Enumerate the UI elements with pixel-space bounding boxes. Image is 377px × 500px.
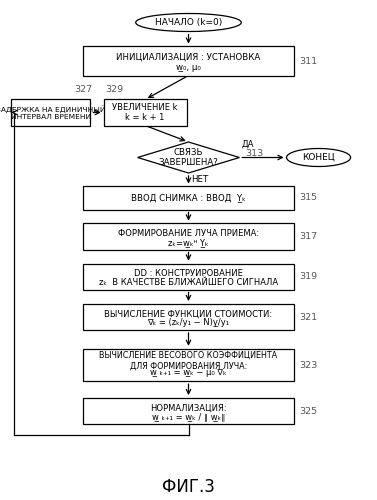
Text: ФИГ.3: ФИГ.3 (162, 478, 215, 496)
Text: ИНИЦИАЛИЗАЦИЯ : УСТАНОВКА: ИНИЦИАЛИЗАЦИЯ : УСТАНОВКА (116, 52, 261, 62)
Text: zₖ=w̲ₖᴴ Y̲ₖ: zₖ=w̲ₖᴴ Y̲ₖ (168, 238, 209, 246)
Text: w̲₀, μ₀: w̲₀, μ₀ (176, 63, 201, 72)
Polygon shape (138, 142, 239, 173)
Text: НОРМАЛИЗАЦИЯ:: НОРМАЛИЗАЦИЯ: (150, 403, 227, 412)
Text: ВЫЧИСЛЕНИЕ ВЕСОВОГО КОЭФФИЦИЕНТА
ДЛЯ ФОРМИРОВАНИЯ ЛУЧА:: ВЫЧИСЛЕНИЕ ВЕСОВОГО КОЭФФИЦИЕНТА ДЛЯ ФОР… (100, 351, 277, 370)
Text: zₖ  В КАЧЕСТВЕ БЛИЖАЙШЕГО СИГНАЛА: zₖ В КАЧЕСТВЕ БЛИЖАЙШЕГО СИГНАЛА (99, 278, 278, 286)
Text: 323: 323 (300, 360, 318, 370)
Text: 325: 325 (300, 406, 318, 416)
Text: w̲ ₖ₊₁ = w̲ₖ / ∥ w̲ₖ∥: w̲ ₖ₊₁ = w̲ₖ / ∥ w̲ₖ∥ (152, 412, 225, 421)
Text: КОНЕЦ: КОНЕЦ (302, 153, 335, 162)
Text: 317: 317 (300, 232, 318, 241)
Text: w̲ ₖ₊₁ = w̲ₖ − μ₀ ∇ₖ: w̲ ₖ₊₁ = w̲ₖ − μ₀ ∇ₖ (150, 368, 227, 376)
Ellipse shape (287, 148, 351, 166)
Text: УВЕЛИЧЕНИЕ k
k = k + 1: УВЕЛИЧЕНИЕ k k = k + 1 (112, 103, 178, 122)
Bar (83, 186, 294, 210)
Bar (83, 224, 294, 250)
Ellipse shape (136, 14, 241, 32)
Text: ВЫЧИСЛЕНИЕ ФУНКЦИИ СТОИМОСТИ:: ВЫЧИСЛЕНИЕ ФУНКЦИИ СТОИМОСТИ: (104, 309, 273, 318)
Bar (83, 398, 294, 424)
Bar (83, 349, 294, 381)
Text: НЕТ: НЕТ (192, 174, 209, 184)
Text: ∇ₖ = (zₖ/y₁ − N)y̲/y₁: ∇ₖ = (zₖ/y₁ − N)y̲/y₁ (147, 318, 230, 327)
Text: 327: 327 (74, 84, 92, 94)
Text: 311: 311 (300, 56, 318, 66)
Text: СВЯЗЬ
ЗАВЕРШЕНА?: СВЯЗЬ ЗАВЕРШЕНА? (159, 148, 218, 167)
Text: НАЧАЛО (k=0): НАЧАЛО (k=0) (155, 18, 222, 27)
Bar (104, 100, 187, 126)
Text: 313: 313 (245, 149, 263, 158)
Bar (83, 304, 294, 330)
Text: 329: 329 (106, 84, 124, 94)
Text: DD : КОНСТРУИРОВАНИЕ: DD : КОНСТРУИРОВАНИЕ (134, 268, 243, 278)
Text: 321: 321 (300, 312, 318, 322)
Text: 319: 319 (300, 272, 318, 281)
Bar (11, 100, 90, 126)
Text: ФОРМИРОВАНИЕ ЛУЧА ПРИЕМА:: ФОРМИРОВАНИЕ ЛУЧА ПРИЕМА: (118, 228, 259, 237)
Text: ДА: ДА (241, 140, 254, 148)
Bar (83, 46, 294, 76)
Text: 315: 315 (300, 194, 318, 202)
Bar (83, 264, 294, 289)
Text: ВВОД СНИМКА : ВВОД  Y̲ₖ: ВВОД СНИМКА : ВВОД Y̲ₖ (131, 194, 246, 202)
Text: ЗАДЕРЖКА НА ЕДИНИЧНЫЙ
ИНТЕРВАЛ ВРЕМЕНИ: ЗАДЕРЖКА НА ЕДИНИЧНЫЙ ИНТЕРВАЛ ВРЕМЕНИ (0, 105, 106, 120)
